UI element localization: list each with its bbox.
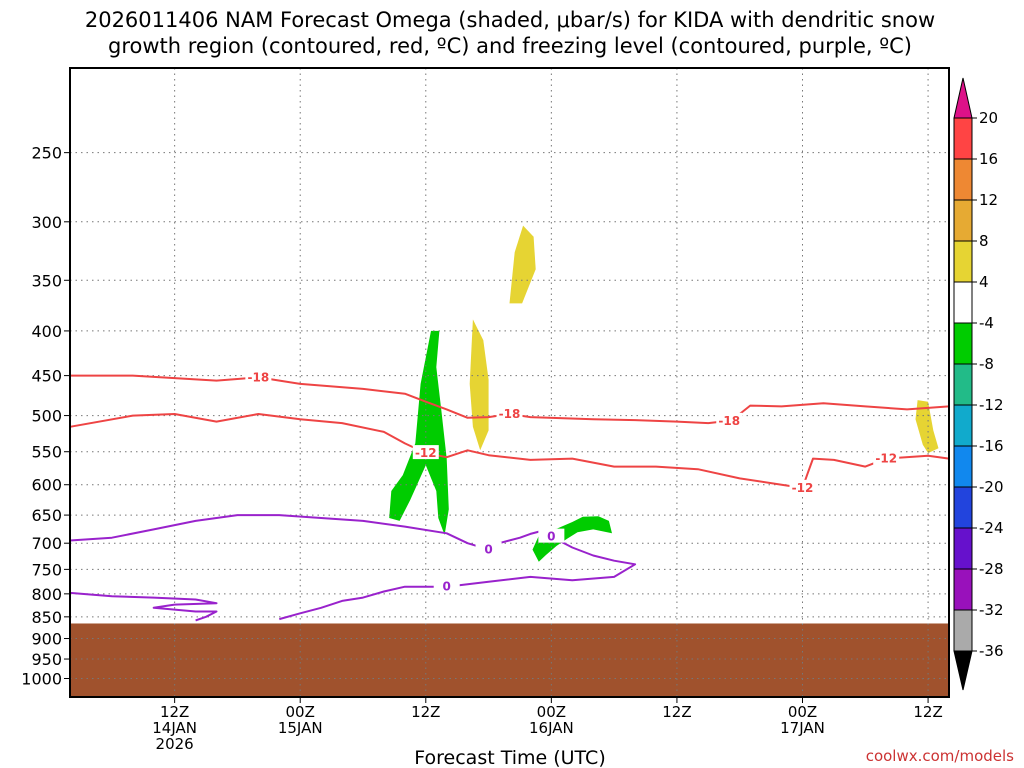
colorbar-label-5: -4 <box>979 314 994 332</box>
omega-shaded-region-1 <box>532 516 612 562</box>
dendritic_minus18-label-bg-0 <box>245 369 272 384</box>
colorbar-band-9 <box>953 486 973 529</box>
dendritic_minus12-label-1: -12 <box>792 481 814 495</box>
colorbar-label-11: -28 <box>979 560 1004 578</box>
y-tick-label-850: 850 <box>31 608 62 627</box>
colorbar-band-6 <box>953 363 973 406</box>
dendritic_minus18-label-1: -18 <box>499 407 521 421</box>
colorbar-band-1 <box>953 158 973 201</box>
colorbar-band-7 <box>953 404 973 447</box>
dendritic_minus18-label-bg-2 <box>716 412 743 427</box>
chart-title-line-1: 2026011406 NAM Forecast Omega (shaded, μ… <box>85 8 935 32</box>
colorbar-label-6: -8 <box>979 355 994 373</box>
dendritic_minus12-label-0: -12 <box>415 446 437 460</box>
y-tick-label-300: 300 <box>31 213 62 232</box>
x-tick-label-6-2: 2026 <box>156 735 194 753</box>
colorbar-band-11 <box>953 568 973 611</box>
y-tick-label-550: 550 <box>31 443 62 462</box>
colorbar-label-13: -36 <box>979 642 1004 660</box>
y-tick-label-700: 700 <box>31 534 62 553</box>
dendritic_minus18-label-0: -18 <box>248 370 270 384</box>
y-tick-label-900: 900 <box>31 630 62 649</box>
y-tick-label-500: 500 <box>31 407 62 426</box>
y-tick-label-750: 750 <box>31 560 62 579</box>
dendritic_minus18-contour <box>70 374 950 425</box>
freezing_level_upper-label-0: 0 <box>484 543 492 557</box>
plot-area: -18 -18 -18 -12 -12 -12 0 0 0 <box>69 67 950 698</box>
y-tick-label-800: 800 <box>31 585 62 604</box>
dendritic_minus12-label-bg-2 <box>873 450 900 465</box>
x-tick-label-6-1: 14JAN <box>152 719 197 737</box>
x-tick-label-78-0: 12Z <box>913 703 942 721</box>
omega-shaded-region-0 <box>389 330 449 535</box>
colorbar-band-10 <box>953 527 973 570</box>
freezing_level_lower-contour <box>69 591 218 622</box>
freezing_level_upper-label-bg-0 <box>475 541 502 556</box>
omega-shaded-region-4 <box>915 400 939 454</box>
y-tick-label-450: 450 <box>31 367 62 386</box>
dendritic_minus12-label-bg-1 <box>789 479 816 494</box>
dendritic_minus12-contour <box>69 413 950 489</box>
colorbar: 20 16 12 8 4 -4 -8 -12 -16 -20 -24 -28 -32 -36 <box>953 77 1004 691</box>
y-axis-labels: 250 300 350 400 450 500 550 600 650 700 750 800 850 9… <box>21 144 70 688</box>
colorbar-band-2 <box>953 199 973 242</box>
colorbar-label-1: 16 <box>979 150 998 168</box>
colorbar-band-4 <box>953 281 973 324</box>
x-tick-label-42-1: 16JAN <box>529 719 574 737</box>
colorbar-label-12: -32 <box>979 601 1004 619</box>
x-tick-label-18-1: 15JAN <box>278 719 323 737</box>
colorbar-label-3: 8 <box>979 232 989 250</box>
colorbar-label-7: -12 <box>979 396 1004 414</box>
y-tick-label-650: 650 <box>31 506 62 525</box>
colorbar-label-0: 20 <box>979 109 998 127</box>
x-tick-label-54-0: 12Z <box>662 703 691 721</box>
dendritic_minus18-label-bg-1 <box>496 406 523 421</box>
colorbar-band-12 <box>953 609 973 652</box>
dendritic_minus12-label-2: -12 <box>875 452 897 466</box>
omega-shaded-region-3 <box>509 225 536 304</box>
x-tick-label-66-1: 17JAN <box>780 719 825 737</box>
credit-text: coolwx.com/models <box>866 747 1014 765</box>
plot-frame <box>69 67 950 698</box>
dendritic_minus12-label-bg-0 <box>412 445 439 460</box>
colorbar-band-3 <box>953 240 973 283</box>
x-tick-label-18-0: 00Z <box>286 703 315 721</box>
x-tick-label-42-0: 00Z <box>537 703 566 721</box>
dendritic_minus18-label-2: -18 <box>718 414 740 428</box>
x-tick-label-66-0: 00Z <box>788 703 817 721</box>
x-tick-label-30-0: 12Z <box>411 703 440 721</box>
y-tick-label-400: 400 <box>31 322 62 341</box>
y-tick-label-250: 250 <box>31 144 62 163</box>
x-tick-label-6-0: 12Z <box>160 703 189 721</box>
colorbar-band-0 <box>953 117 973 160</box>
colorbar-label-8: -16 <box>979 437 1004 455</box>
colorbar-label-9: -20 <box>979 478 1004 496</box>
freezing_level_upper-label-1: 0 <box>547 530 555 544</box>
colorbar-band-5 <box>953 322 973 365</box>
chart-title-line-2: growth region (contoured, red, ºC) and f… <box>108 34 912 58</box>
y-tick-label-350: 350 <box>31 271 62 290</box>
y-tick-label-950: 950 <box>31 650 62 669</box>
y-tick-label-1000: 1000 <box>21 669 62 688</box>
colorbar-band-8 <box>953 445 973 488</box>
colorbar-label-4: 4 <box>979 273 989 291</box>
colorbar-top-arrow <box>953 77 973 119</box>
colorbar-label-10: -24 <box>979 519 1004 537</box>
freezing_level_upper-label-bg-2 <box>433 578 460 593</box>
freezing_level_upper-label-2: 0 <box>443 580 451 594</box>
ground-terrain <box>70 623 949 697</box>
plot-background <box>70 68 949 697</box>
colorbar-label-2: 12 <box>979 191 998 209</box>
y-tick-label-600: 600 <box>31 476 62 495</box>
x-axis-title: Forecast Time (UTC) <box>414 747 605 768</box>
colorbar-bottom-arrow <box>953 650 973 691</box>
freezing_level_upper-label-bg-1 <box>538 528 565 543</box>
